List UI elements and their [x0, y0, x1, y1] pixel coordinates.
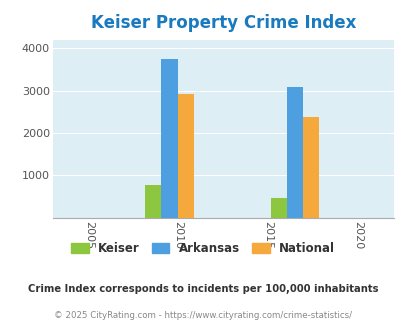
Bar: [303, 117, 319, 218]
Bar: [145, 185, 161, 218]
Bar: [270, 198, 286, 218]
Bar: [286, 87, 303, 218]
Title: Keiser Property Crime Index: Keiser Property Crime Index: [90, 15, 355, 32]
Text: © 2025 CityRating.com - https://www.cityrating.com/crime-statistics/: © 2025 CityRating.com - https://www.city…: [54, 312, 351, 320]
Bar: [177, 94, 193, 218]
Bar: [161, 59, 177, 218]
Legend: Keiser, Arkansas, National: Keiser, Arkansas, National: [66, 237, 339, 260]
Text: Crime Index corresponds to incidents per 100,000 inhabitants: Crime Index corresponds to incidents per…: [28, 284, 377, 294]
